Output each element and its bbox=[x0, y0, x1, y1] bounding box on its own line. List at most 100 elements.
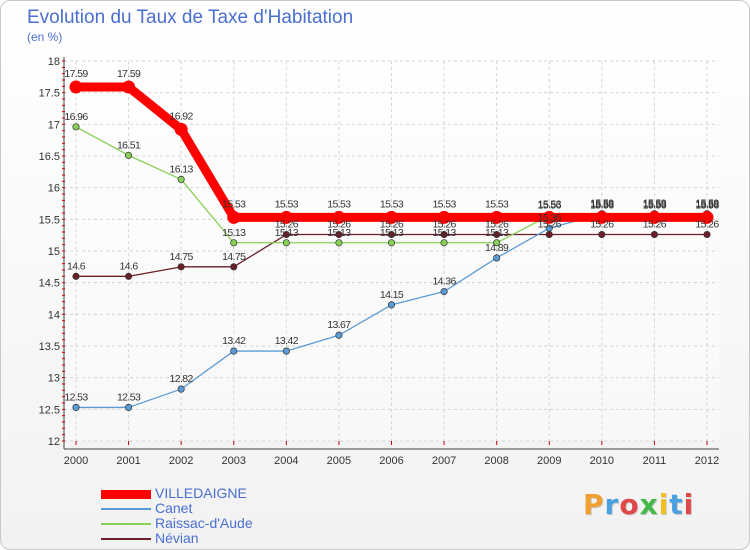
y-tick-label: 15 bbox=[48, 246, 60, 258]
data-point-canet bbox=[440, 287, 448, 296]
x-tick-label: 2005 bbox=[327, 455, 351, 467]
data-point-n-vian bbox=[650, 230, 658, 239]
data-label-canet: 13.42 bbox=[222, 335, 246, 347]
x-tick-label: 2006 bbox=[379, 455, 403, 467]
data-point-n-vian bbox=[703, 230, 711, 239]
data-label-villedaigne: 17.59 bbox=[64, 68, 88, 80]
chart-title: Evolution du Taux de Taxe d'Habitation bbox=[27, 7, 354, 28]
data-label-villedaigne: 15.53 bbox=[222, 198, 246, 210]
data-point-n-vian bbox=[493, 230, 501, 239]
x-tick-label: 2004 bbox=[274, 455, 298, 467]
data-point-canet bbox=[282, 347, 290, 355]
x-tick-label: 2011 bbox=[643, 455, 667, 467]
logo-letter: r bbox=[604, 488, 620, 521]
chart-unit-label: (en %) bbox=[27, 30, 63, 44]
data-label-canet: 15.59 bbox=[643, 198, 667, 210]
data-label-raissac-d-aude: 15.56 bbox=[643, 200, 667, 212]
data-point-n-vian bbox=[545, 230, 553, 239]
data-label-villedaigne: 15.53 bbox=[327, 198, 351, 210]
data-label-canet: 12.53 bbox=[117, 391, 141, 403]
data-label-canet: 14.36 bbox=[432, 276, 456, 288]
y-tick-label: 16 bbox=[48, 183, 60, 195]
x-tick-label: 2002 bbox=[169, 455, 193, 467]
logo-letter: o bbox=[619, 488, 640, 521]
x-tick-label: 2008 bbox=[484, 455, 508, 467]
data-label-raissac-d-aude: 16.51 bbox=[117, 139, 141, 151]
data-point-canet bbox=[493, 254, 501, 262]
data-point-villedaigne bbox=[122, 80, 136, 94]
data-label-raissac-d-aude: 15.56 bbox=[590, 200, 614, 212]
data-label-canet: 13.67 bbox=[327, 319, 351, 331]
data-point-villedaigne bbox=[227, 210, 241, 224]
data-point-n-vian bbox=[387, 230, 396, 239]
data-point-canet bbox=[177, 385, 185, 393]
y-tick-label: 15.5 bbox=[39, 214, 60, 226]
data-label-raissac-d-aude: 16.96 bbox=[64, 111, 88, 123]
data-point-n-vian bbox=[282, 230, 290, 239]
data-label-n-vian: 15.26 bbox=[275, 219, 299, 231]
logo-letter: t bbox=[669, 488, 684, 521]
data-point-raissac-d-aude bbox=[72, 123, 80, 131]
data-label-canet: 14.89 bbox=[485, 242, 509, 254]
data-label-raissac-d-aude: 15.56 bbox=[695, 200, 719, 212]
data-point-n-vian bbox=[335, 230, 343, 239]
data-label-raissac-d-aude: 15.13 bbox=[327, 227, 351, 239]
data-point-villedaigne bbox=[647, 210, 661, 224]
y-tick-label: 16.5 bbox=[39, 151, 60, 163]
data-point-canet bbox=[335, 331, 343, 339]
data-point-villedaigne bbox=[542, 210, 556, 224]
y-tick-label: 12 bbox=[48, 436, 60, 448]
data-label-villedaigne: 15.53 bbox=[275, 198, 299, 210]
data-label-canet: 14.15 bbox=[380, 289, 404, 301]
data-label-canet: 15.59 bbox=[695, 198, 719, 210]
y-tick-label: 17.5 bbox=[39, 88, 60, 100]
x-tick-label: 2012 bbox=[695, 455, 719, 467]
data-label-raissac-d-aude: 15.13 bbox=[222, 227, 246, 239]
data-label-canet: 12.53 bbox=[64, 391, 88, 403]
data-label-raissac-d-aude: 15.13 bbox=[485, 227, 509, 239]
legend-label-canet: Canet bbox=[155, 500, 193, 516]
data-label-canet: 15.59 bbox=[590, 198, 614, 210]
logo-letter: i bbox=[658, 488, 670, 521]
data-label-n-vian: 15.26 bbox=[380, 219, 404, 231]
data-label-raissac-d-aude: 15.13 bbox=[275, 227, 299, 239]
data-label-villedaigne: 15.53 bbox=[432, 198, 456, 210]
data-point-raissac-d-aude bbox=[387, 239, 396, 247]
data-point-raissac-d-aude bbox=[125, 151, 133, 159]
data-point-raissac-d-aude bbox=[230, 239, 238, 247]
y-tick-label: 13 bbox=[48, 373, 60, 385]
x-tick-label: 2001 bbox=[116, 455, 140, 467]
data-label-villedaigne: 15.53 bbox=[485, 198, 509, 210]
data-label-n-vian: 15.26 bbox=[538, 219, 562, 231]
logo-letter: i bbox=[683, 488, 695, 521]
data-label-villedaigne: 17.59 bbox=[117, 68, 141, 80]
data-label-n-vian: 15.26 bbox=[327, 219, 351, 231]
data-label-n-vian: 14.6 bbox=[120, 260, 139, 272]
data-point-canet bbox=[230, 347, 238, 355]
y-tick-label: 18 bbox=[48, 56, 60, 68]
data-label-n-vian: 15.26 bbox=[432, 219, 456, 231]
data-point-villedaigne bbox=[490, 210, 504, 224]
data-point-villedaigne bbox=[595, 210, 609, 224]
data-point-canet bbox=[387, 301, 396, 309]
data-point-n-vian bbox=[598, 230, 606, 239]
legend-swatch-n-vian bbox=[101, 538, 151, 540]
data-point-villedaigne bbox=[174, 122, 188, 136]
x-tick-label: 2010 bbox=[590, 455, 614, 467]
data-label-villedaigne: 15.53 bbox=[695, 198, 719, 210]
data-label-villedaigne: 16.92 bbox=[170, 110, 194, 122]
data-point-villedaigne bbox=[385, 210, 398, 224]
data-label-n-vian: 15.26 bbox=[643, 219, 667, 231]
series-layer bbox=[69, 80, 714, 411]
data-point-villedaigne bbox=[69, 80, 83, 94]
data-point-n-vian bbox=[72, 272, 80, 280]
data-label-raissac-d-aude: 16.13 bbox=[170, 163, 194, 175]
data-point-raissac-d-aude bbox=[440, 239, 448, 247]
legend-label-raissac-d-aude: Raissac-d'Aude bbox=[155, 515, 253, 531]
legend-swatch-canet bbox=[101, 508, 151, 510]
data-point-raissac-d-aude bbox=[493, 239, 501, 247]
data-point-villedaigne bbox=[279, 210, 293, 224]
data-label-canet: 12.82 bbox=[170, 373, 194, 385]
